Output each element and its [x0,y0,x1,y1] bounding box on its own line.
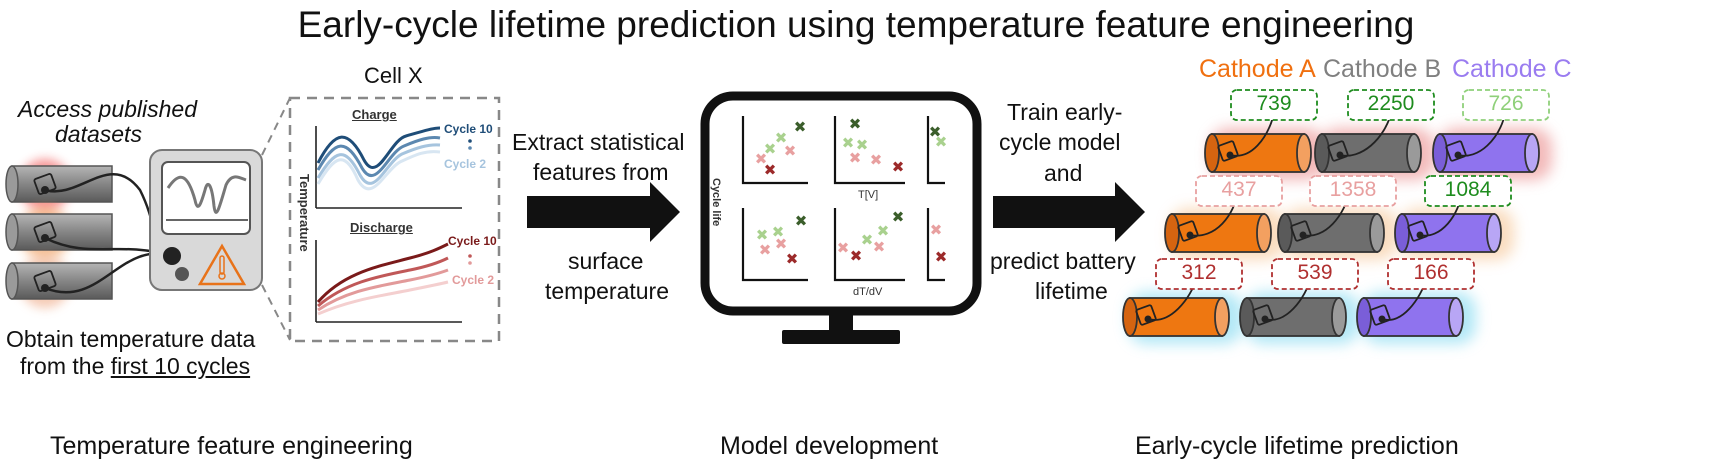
section-model-development: Model development [720,432,939,460]
svg-text:✖: ✖ [764,140,777,158]
train-text-line4: predict battery [990,248,1136,274]
train-text-line5: lifetime [1035,278,1108,304]
svg-text:✖: ✖ [935,248,948,266]
discharge-label: Discharge [350,220,413,235]
cathode-a-label: Cathode A [1199,55,1316,83]
prediction-value: 726 [1488,92,1524,115]
discharge-cycle2-label: Cycle 2 [452,273,495,287]
temperature-axis-label: Temperature [297,174,312,252]
cell-x-label: Cell X [364,63,423,88]
svg-text:✖: ✖ [935,133,948,151]
cell-x-box [288,96,501,343]
svg-text:✖: ✖ [794,118,807,136]
svg-text:✖: ✖ [929,123,942,141]
data-logger-device [149,149,263,291]
svg-text:✖: ✖ [849,149,862,167]
svg-text:✖: ✖ [772,223,785,241]
svg-text:✖: ✖ [892,158,905,176]
prediction-value: 539 [1297,261,1333,284]
extract-text-line2: features from [533,159,669,185]
svg-text:✖: ✖ [775,235,788,253]
svg-text:✖: ✖ [842,134,855,152]
first-10-cycles-text: first 10 cycles [110,353,251,379]
monitor-xlabel-bottom: dT/dV [853,286,883,298]
train-text-line3: and [1044,160,1083,186]
charge-plot [315,126,472,209]
svg-text:✖: ✖ [755,150,768,168]
discharge-plot [315,240,472,323]
monitor-icon: ✖ ✖ ✖ ✖ ✖ ✖ ✖ ✖ ✖ ✖ ✖ ✖ ✖ ✖ ✖ ✖ ✖ ✖ ✖ ✖ … [700,91,982,344]
obtain-data-line2: from the first 10 cycles [20,353,250,380]
cathode-c-label: Cathode C [1452,55,1572,83]
prediction-value: 1358 [1329,178,1377,201]
svg-text:✖: ✖ [870,151,883,169]
access-datasets-line2: datasets [55,121,142,147]
svg-text:✖: ✖ [775,129,788,147]
cathode-b-label: Cathode B [1323,55,1442,83]
svg-text:✖: ✖ [759,241,772,259]
prediction-value: 437 [1221,178,1257,201]
svg-text:✖: ✖ [786,250,799,268]
discharge-cycle10-label: Cycle 10 [448,234,497,248]
svg-text:✖: ✖ [849,115,862,133]
prediction-value: 739 [1256,92,1292,115]
charge-cycle2-label: Cycle 2 [444,157,487,171]
charge-label: Charge [352,107,397,122]
arrow-extract [527,182,680,242]
obtain-data-prefix: from the [20,353,111,379]
section-temperature-feature-engineering: Temperature feature engineering [50,432,413,460]
cycle-life-axis-label: Cycle life [710,178,722,227]
train-text-line2: cycle model [999,129,1121,155]
prediction-grid [1122,89,1552,344]
svg-text:✖: ✖ [784,142,797,160]
obtain-data-line1: Obtain temperature data [6,326,256,352]
svg-text:✖: ✖ [795,212,808,230]
source-battery-cells [5,159,173,308]
arrow-train [993,182,1145,242]
svg-text:✖: ✖ [873,238,886,256]
svg-text:✖: ✖ [892,208,905,226]
svg-text:✖: ✖ [877,222,890,240]
svg-text:✖: ✖ [756,226,769,244]
extract-text-line3: surface [568,248,644,274]
train-text-line1: Train early- [1007,99,1123,125]
access-datasets-line1: Access published [18,96,197,122]
svg-text:✖: ✖ [856,136,869,154]
prediction-value: 312 [1181,261,1217,284]
page-title: Early-cycle lifetime prediction using te… [297,4,1415,45]
svg-text:✖: ✖ [861,231,874,249]
svg-text:✖: ✖ [850,247,863,265]
charge-cycle10-label: Cycle 10 [444,122,493,136]
prediction-value: 1084 [1444,178,1492,201]
svg-text:✖: ✖ [837,239,850,257]
extract-text-line4: temperature [545,278,670,304]
svg-text:✖: ✖ [764,161,777,179]
prediction-value: 2250 [1367,92,1415,115]
prediction-value: 166 [1413,261,1449,284]
extract-text-line1: Extract statistical [512,129,685,155]
svg-text:✖: ✖ [930,221,943,239]
section-lifetime-prediction: Early-cycle lifetime prediction [1135,432,1459,460]
monitor-xlabel-top: T[V] [858,189,879,201]
